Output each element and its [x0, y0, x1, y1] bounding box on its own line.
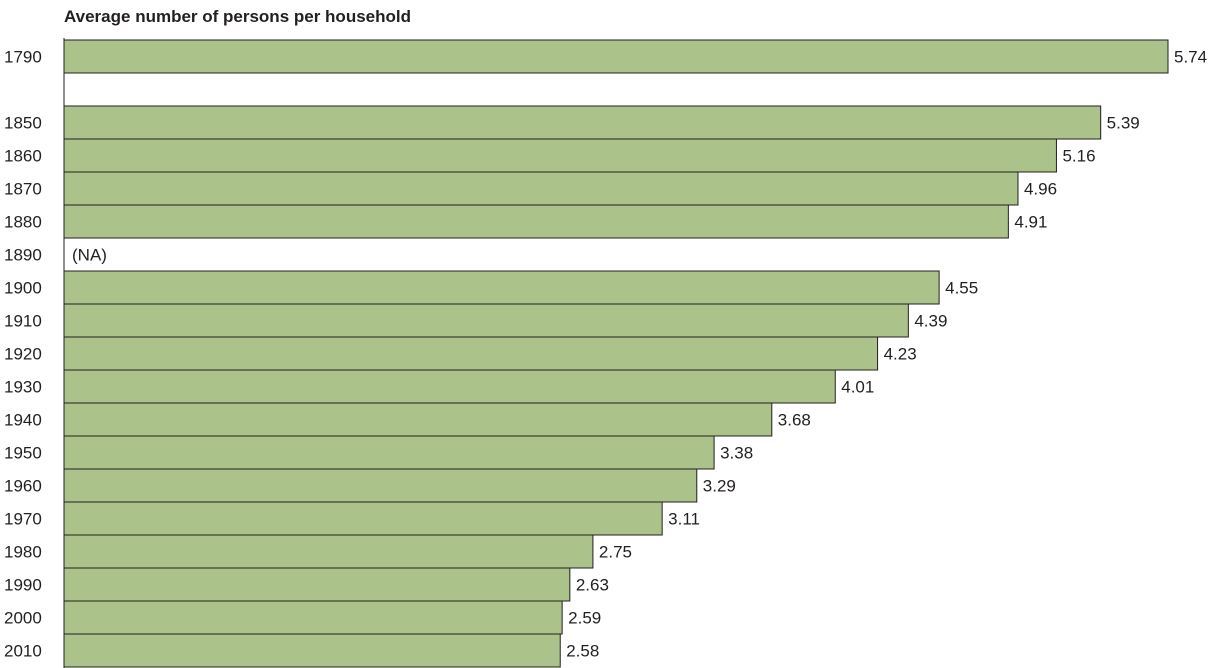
bar-1970: [63, 501, 663, 536]
data-label-1930: 4.01: [841, 378, 874, 397]
y-tick-label-1790: 1790: [4, 48, 42, 67]
data-label-1960: 3.29: [703, 477, 736, 496]
bar-1920: [63, 336, 879, 371]
y-tick-label-1960: 1960: [4, 477, 42, 496]
y-tick-label-2010: 2010: [4, 642, 42, 661]
bar-1790: [63, 39, 1169, 74]
bar-1900: [63, 270, 940, 305]
bar-1930: [63, 369, 836, 404]
y-tick-label-1980: 1980: [4, 543, 42, 562]
data-label-1890: (NA): [72, 246, 107, 265]
data-label-1990: 2.63: [576, 576, 609, 595]
y-tick-label-1860: 1860: [4, 147, 42, 166]
bar-2010: [63, 633, 561, 668]
data-label-1910: 4.39: [914, 312, 947, 331]
data-label-2000: 2.59: [568, 609, 601, 628]
data-label-1900: 4.55: [945, 279, 978, 298]
bars-layer: 1790 5.74 1850 5.39 1860 5.16 1870 4.96 1880 4.91…: [4, 39, 1207, 668]
bar-1990: [63, 567, 571, 602]
data-label-1790: 5.74: [1174, 48, 1207, 67]
bar-1880: [63, 204, 1009, 239]
data-label-1940: 3.68: [778, 411, 811, 430]
data-label-2010: 2.58: [566, 642, 599, 661]
y-tick-label-1970: 1970: [4, 510, 42, 529]
chart-title: Average number of persons per household: [64, 7, 411, 26]
data-label-1880: 4.91: [1014, 213, 1047, 232]
y-tick-label-1870: 1870: [4, 180, 42, 199]
bar-1950: [63, 435, 715, 470]
y-tick-label-1940: 1940: [4, 411, 42, 430]
data-label-1920: 4.23: [884, 345, 917, 364]
y-tick-label-1880: 1880: [4, 213, 42, 232]
data-label-1950: 3.38: [720, 444, 753, 463]
data-label-1970: 3.11: [668, 510, 700, 529]
bar-1960: [63, 468, 698, 503]
y-tick-label-1910: 1910: [4, 312, 42, 331]
y-tick-label-1850: 1850: [4, 114, 42, 133]
bar-1860: [63, 138, 1057, 173]
bar-2000: [63, 600, 563, 635]
y-tick-label-2000: 2000: [4, 609, 42, 628]
bar-1910: [63, 303, 909, 338]
y-tick-label-1920: 1920: [4, 345, 42, 364]
bar-1870: [63, 171, 1019, 206]
y-tick-label-1990: 1990: [4, 576, 42, 595]
data-label-1860: 5.16: [1062, 147, 1095, 166]
y-tick-label-1890: 1890: [4, 246, 42, 265]
y-tick-label-1930: 1930: [4, 378, 42, 397]
data-label-1870: 4.96: [1024, 180, 1057, 199]
bar-1850: [63, 105, 1102, 140]
bar-1940: [63, 402, 773, 437]
bar-1980: [63, 534, 594, 569]
data-label-1980: 2.75: [599, 543, 632, 562]
y-tick-label-1950: 1950: [4, 444, 42, 463]
y-tick-label-1900: 1900: [4, 279, 42, 298]
data-label-1850: 5.39: [1107, 114, 1140, 133]
